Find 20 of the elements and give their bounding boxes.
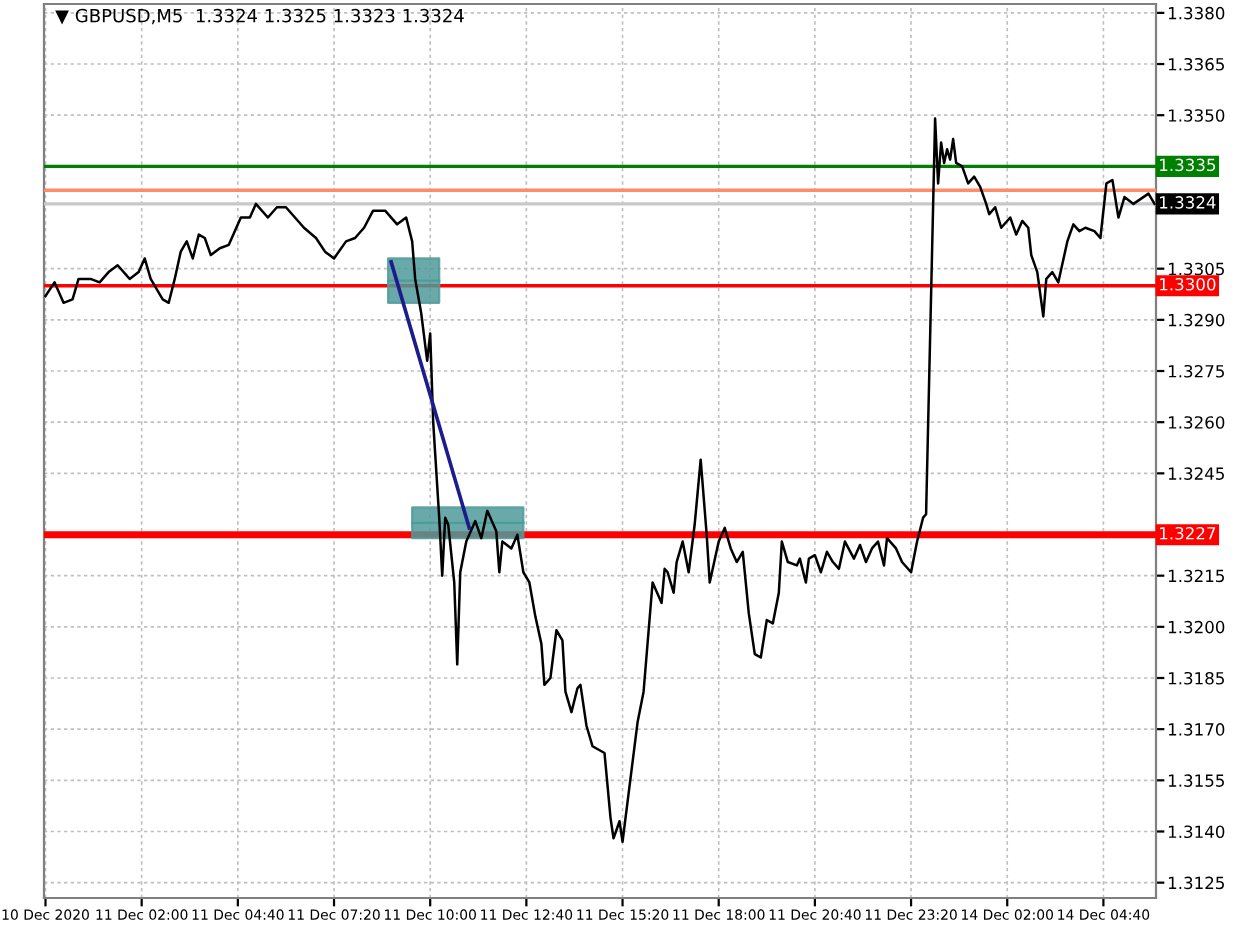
y-tick-label: 1.3185 — [1168, 671, 1224, 685]
y-tick-label: 1.3350 — [1168, 109, 1225, 122]
y-tick-label: 1.3155 — [1168, 774, 1224, 787]
y-tick-label: 1.3275 — [1168, 364, 1224, 378]
y-tick-label: 1.3290 — [1168, 313, 1225, 327]
y-tick-label: 1.3140 — [1168, 825, 1225, 839]
y-tick-label: 1.3260 — [1168, 416, 1225, 429]
y-tick-label: 1.3200 — [1168, 620, 1225, 634]
y-tick-label: 1.3170 — [1168, 723, 1225, 736]
ref-line-label: 1.3335 — [1160, 158, 1216, 172]
y-tick-label: 1.3365 — [1168, 57, 1224, 71]
y-tick-label: 1.3305 — [1168, 262, 1224, 276]
y-tick-label: 1.3245 — [1168, 467, 1224, 480]
y-tick-label: 1.3380 — [1168, 6, 1225, 20]
chart-title: ▼ GBPUSD,M5 1.3324 1.3325 1.3323 1.3324 — [55, 8, 464, 25]
ref-line-label: 1.3324 — [1160, 196, 1216, 209]
ref-line-label: 1.3300 — [1160, 277, 1216, 291]
ref-line-label: 1.3227 — [1160, 526, 1216, 540]
y-tick-label: 1.3215 — [1168, 569, 1224, 583]
y-tick-label: 1.3125 — [1168, 876, 1224, 890]
